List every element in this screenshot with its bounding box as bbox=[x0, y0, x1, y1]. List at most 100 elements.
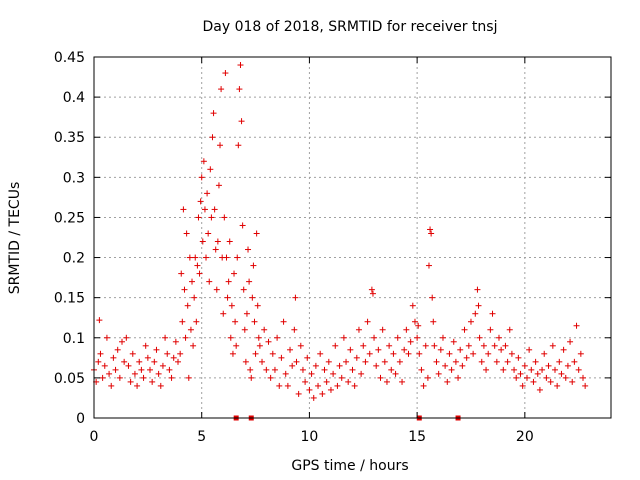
data-point bbox=[312, 362, 319, 369]
x-tick-labels: 0 5 10 15 20 bbox=[90, 429, 534, 445]
data-point bbox=[573, 322, 580, 329]
data-point bbox=[332, 342, 339, 349]
data-point bbox=[125, 362, 132, 369]
data-point bbox=[427, 226, 434, 233]
data-point bbox=[182, 334, 189, 341]
data-point bbox=[284, 382, 291, 389]
data-point bbox=[210, 110, 217, 117]
data-point bbox=[149, 378, 156, 385]
data-point bbox=[276, 382, 283, 389]
data-point bbox=[429, 294, 436, 301]
data-point bbox=[106, 370, 113, 377]
data-point bbox=[418, 366, 425, 373]
data-point bbox=[345, 378, 352, 385]
data-point bbox=[164, 350, 171, 357]
data-point bbox=[459, 362, 466, 369]
data-point bbox=[422, 342, 429, 349]
data-point bbox=[343, 358, 350, 365]
data-point bbox=[214, 238, 221, 245]
data-point bbox=[162, 334, 169, 341]
data-point bbox=[184, 302, 191, 309]
data-point bbox=[433, 358, 440, 365]
data-point bbox=[237, 62, 244, 69]
data-point bbox=[157, 382, 164, 389]
data-point bbox=[442, 362, 449, 369]
data-point bbox=[121, 358, 128, 365]
data-point bbox=[407, 338, 414, 345]
data-point bbox=[103, 334, 110, 341]
data-point bbox=[579, 374, 586, 381]
data-point bbox=[178, 270, 185, 277]
data-point bbox=[388, 366, 395, 373]
data-point bbox=[551, 366, 558, 373]
data-point bbox=[241, 326, 248, 333]
data-point bbox=[254, 302, 261, 309]
data-point bbox=[394, 334, 401, 341]
data-point bbox=[368, 286, 375, 293]
data-point bbox=[159, 362, 166, 369]
y-tick-label: 0.3 bbox=[63, 170, 85, 186]
data-point bbox=[304, 354, 311, 361]
data-point bbox=[211, 206, 218, 213]
data-point bbox=[282, 370, 289, 377]
data-point bbox=[138, 366, 145, 373]
data-point bbox=[323, 378, 330, 385]
data-point bbox=[369, 290, 376, 297]
data-point bbox=[556, 358, 563, 365]
data-point bbox=[392, 370, 399, 377]
data-point bbox=[493, 358, 500, 365]
data-point bbox=[366, 350, 373, 357]
grid bbox=[94, 57, 611, 418]
data-point bbox=[204, 190, 211, 197]
data-point bbox=[475, 302, 482, 309]
data-point bbox=[371, 334, 378, 341]
data-point bbox=[306, 386, 313, 393]
data-point bbox=[250, 262, 257, 269]
data-point bbox=[203, 254, 210, 261]
data-point bbox=[465, 342, 472, 349]
data-point bbox=[437, 346, 444, 353]
data-point bbox=[545, 362, 552, 369]
data-point bbox=[428, 230, 435, 237]
data-point bbox=[446, 350, 453, 357]
data-point bbox=[351, 382, 358, 389]
data-point bbox=[129, 350, 136, 357]
data-point bbox=[532, 358, 539, 365]
data-point bbox=[226, 238, 233, 245]
data-point bbox=[255, 334, 262, 341]
data-point bbox=[220, 310, 227, 317]
data-point bbox=[373, 362, 380, 369]
data-point bbox=[336, 362, 343, 369]
data-point bbox=[183, 230, 190, 237]
data-point bbox=[209, 134, 216, 141]
data-point bbox=[170, 354, 177, 361]
data-point bbox=[450, 338, 457, 345]
y-tick-label: 0.35 bbox=[54, 130, 85, 146]
data-point bbox=[200, 158, 207, 165]
data-point bbox=[547, 378, 554, 385]
data-point bbox=[186, 254, 193, 261]
data-point bbox=[256, 342, 263, 349]
data-point bbox=[317, 350, 324, 357]
x-tick-label: 20 bbox=[516, 429, 534, 445]
data-point bbox=[192, 254, 199, 261]
data-point bbox=[526, 346, 533, 353]
data-point bbox=[291, 326, 298, 333]
data-point bbox=[483, 366, 490, 373]
data-point bbox=[411, 318, 418, 325]
data-point bbox=[500, 366, 507, 373]
data-point bbox=[355, 326, 362, 333]
data-point bbox=[414, 334, 421, 341]
data-point bbox=[229, 350, 236, 357]
data-point bbox=[455, 374, 462, 381]
data-point bbox=[198, 174, 205, 181]
data-point bbox=[534, 370, 541, 377]
y-tick-label: 0.15 bbox=[54, 291, 85, 307]
x-tick-label: 10 bbox=[301, 429, 319, 445]
data-point bbox=[299, 366, 306, 373]
data-point bbox=[245, 246, 252, 253]
data-point bbox=[293, 358, 300, 365]
data-point bbox=[181, 286, 188, 293]
data-point bbox=[134, 382, 141, 389]
data-point bbox=[97, 350, 104, 357]
